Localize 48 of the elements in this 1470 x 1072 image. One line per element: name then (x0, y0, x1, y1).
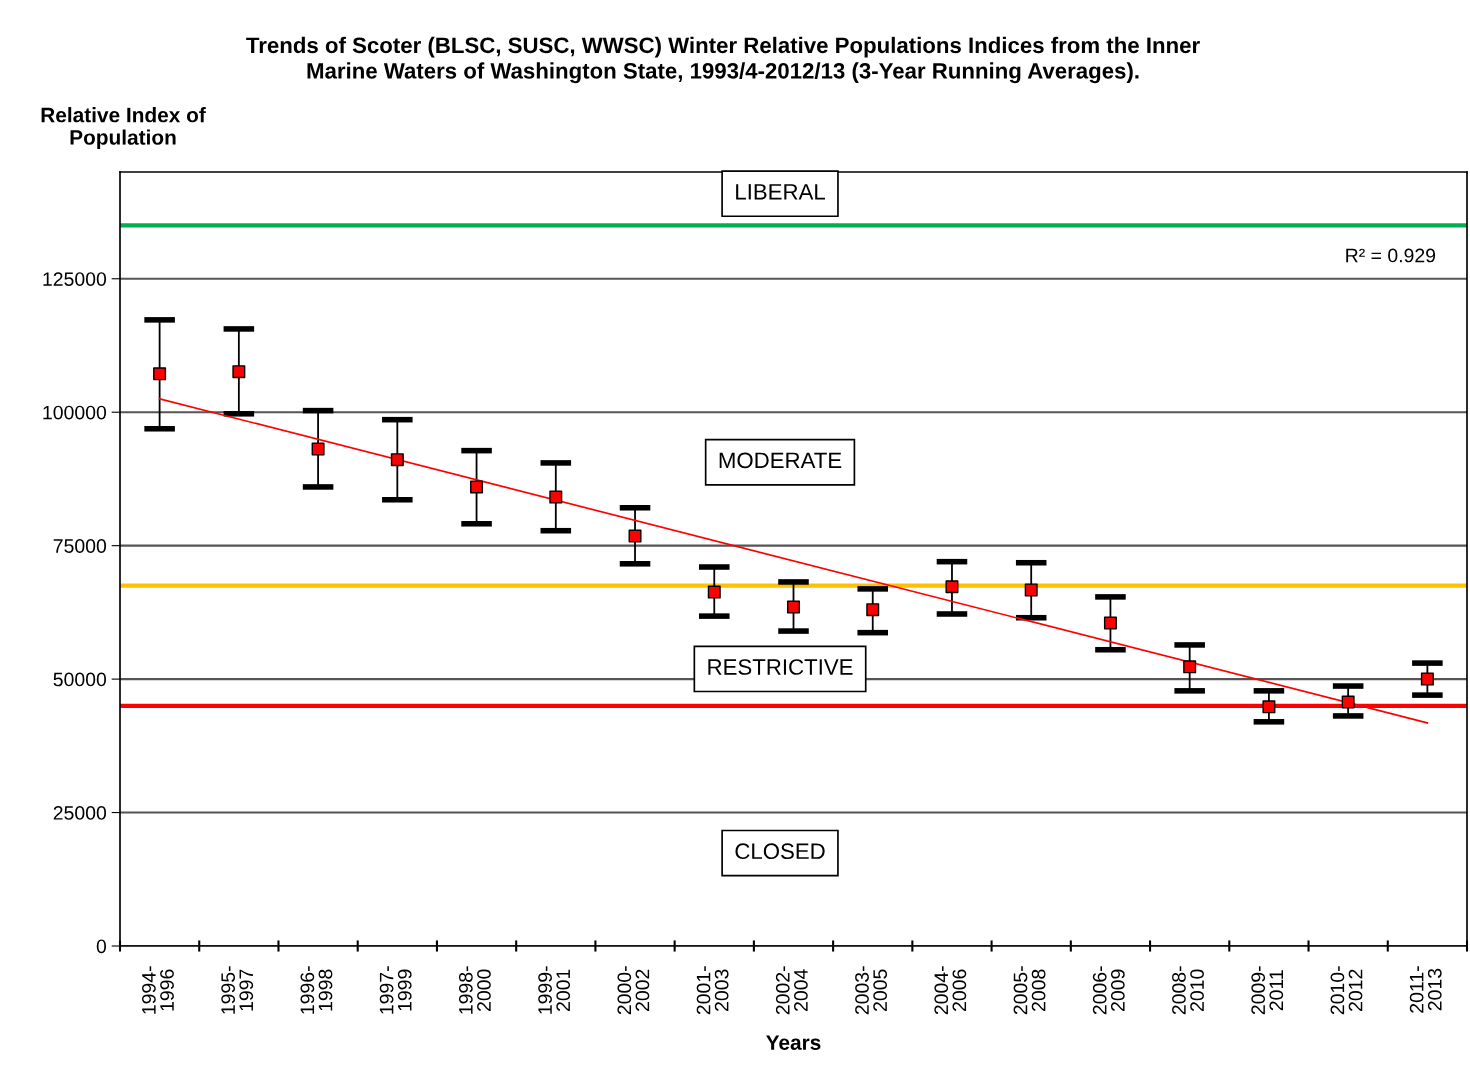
x-tick-label: 1996- 1998 (300, 966, 333, 1014)
point (1024, 583, 1038, 597)
x-tick-label: 2006- 2009 (1092, 966, 1125, 1015)
point (786, 600, 801, 614)
x-tick-label: 2002- 2004 (775, 966, 808, 1015)
y-tick-label: 25000 (53, 806, 107, 820)
point (549, 490, 563, 504)
x-tick-label: 1999- 2001 (538, 966, 571, 1014)
x-tick-label: 2011- 2013 (1409, 966, 1442, 1013)
point (1103, 616, 1117, 630)
annotation: MODERATE (719, 452, 842, 469)
annotation: CLOSED (735, 843, 825, 860)
annotation: R² = 0.929 (1346, 248, 1436, 263)
annotation: LIBERAL (736, 184, 825, 200)
x-tick-label: 2004- 2006 (934, 966, 967, 1015)
point (1262, 700, 1276, 714)
point (1341, 695, 1355, 709)
x-tick-label: 2000- 2002 (617, 966, 650, 1015)
x-tick-label: 2008- 2010 (1172, 966, 1204, 1015)
y-tick-label: 100000 (43, 405, 107, 420)
point (866, 603, 880, 617)
x-axis-title: Years (766, 1035, 821, 1050)
point (1420, 672, 1434, 686)
x-tick-label: 2005- 2008 (1013, 966, 1046, 1015)
y-tick-label: 125000 (43, 272, 107, 286)
x-tick-label: 1994- 1996 (142, 966, 174, 1014)
point (470, 480, 484, 494)
annotation: RESTRICTIVE (708, 659, 853, 675)
x-tick-label: 1995- 1997 (221, 966, 254, 1014)
point (707, 585, 721, 599)
x-tick-label: 2001- 2003 (696, 966, 729, 1015)
chart-title: Trends of Scoter (BLSC, SUSC, WWSC) Winter Relative Populations Indices from the Inner Marine Waters of Washington State, 1993/4-2012/13 (3-Year Running Averages). (246, 36, 1200, 84)
point (153, 367, 167, 381)
point (1183, 660, 1197, 674)
y-tick-label: 50000 (53, 672, 107, 687)
point (232, 365, 246, 379)
point (945, 580, 959, 594)
x-tick-label: 1997- 1999 (379, 966, 412, 1014)
y-tick-label: 0 (96, 939, 107, 954)
point (311, 442, 325, 456)
y-axis-title: Relative Index of Population (41, 107, 206, 149)
y-tick-label: 75000 (53, 539, 107, 553)
x-tick-label: 2009- 2011 (1251, 966, 1284, 1015)
x-tick-label: 1998- 2000 (458, 966, 491, 1014)
x-tick-label: 2003- 2005 (855, 966, 888, 1015)
point (390, 453, 404, 467)
x-tick-label: 2010- 2012 (1330, 966, 1363, 1015)
point (628, 529, 642, 543)
